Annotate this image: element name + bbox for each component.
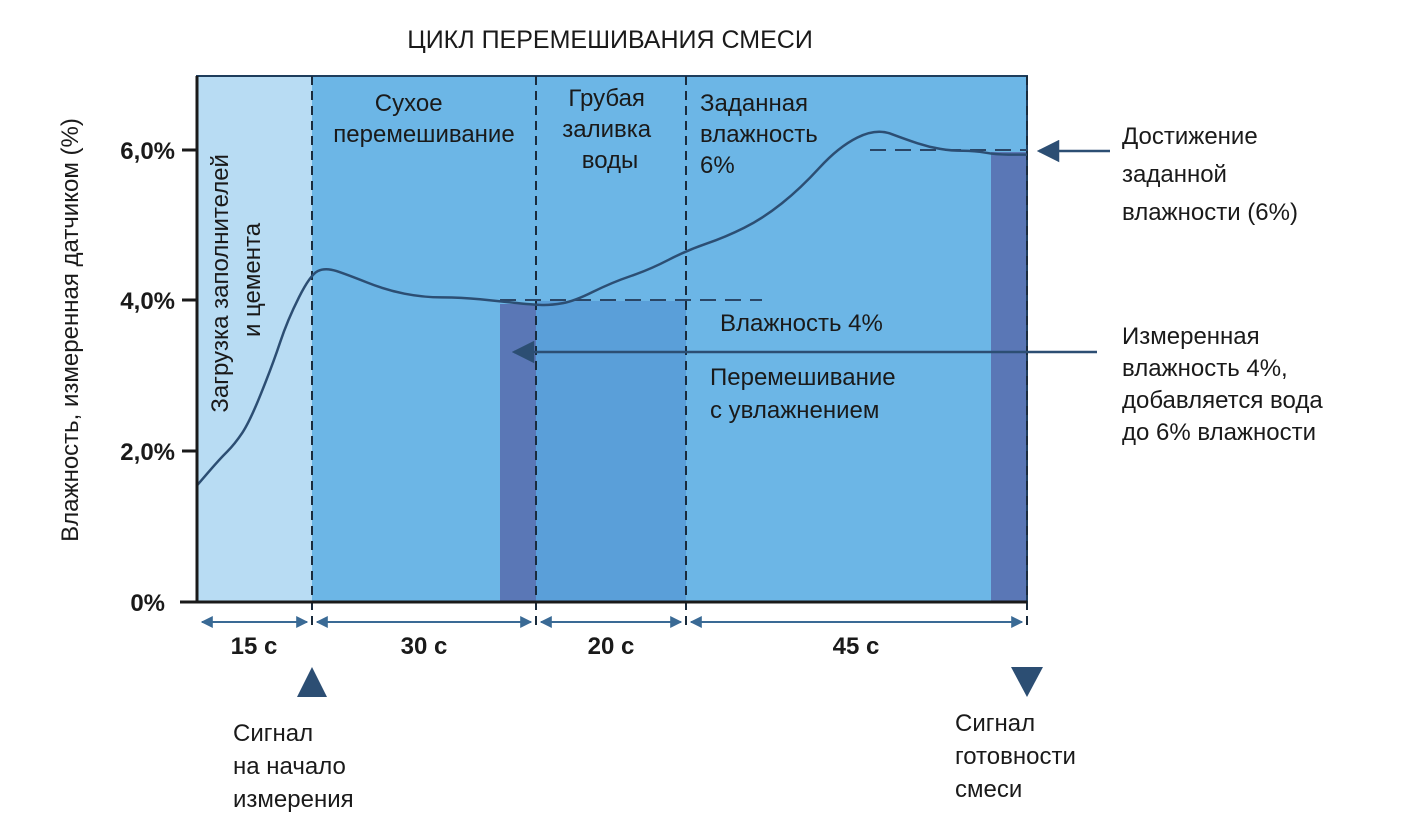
phase-target-bg [686,76,1027,602]
y-tick-label-2: 2,0% [120,439,175,466]
target-note-line-1: Достижение [1122,123,1258,150]
wet-mixing-label: Перемешивание с увлажнением [710,364,902,424]
y-tick-label-4: 4,0% [120,288,175,315]
measured-note-line-4: до 6% влажности [1122,419,1316,446]
y-axis-label: Влажность, измеренная датчиком (%) [57,118,84,542]
phase-water-line-1: Грубая [568,85,645,112]
phase-dry-mixing-label: Сухое перемешивание [333,90,514,148]
phase-water-line-3: воды [582,147,639,174]
duration-label-15: 15 с [231,633,278,660]
measured-moisture-marker [500,304,536,602]
duration-label-20: 20 с [588,633,635,660]
start-signal-line-1: Сигнал [233,720,313,747]
chart-title: ЦИКЛ ПЕРЕМЕШИВАНИЯ СМЕСИ [407,26,813,54]
phase-loading-bg [197,76,312,602]
target-reached-annotation: Достижение заданной влажности (6%) [1122,123,1298,226]
measured-note-line-2: влажность 4%, [1122,355,1288,382]
target-note-line-2: заданной [1122,161,1227,188]
phase-dry-mixing-bg [312,76,536,602]
start-signal-label: Сигнал на начало измерения [233,720,354,813]
moisture-4-label: Влажность 4% [720,310,883,337]
phase-loading-line-2: и цемента [239,222,266,337]
wet-mixing-line-2: с увлажнением [710,397,879,424]
measured-annotation: Измеренная влажность 4%, добавляется вод… [1122,323,1329,446]
target-note-line-3: влажности (6%) [1122,199,1298,226]
start-signal-line-3: измерения [233,786,354,813]
phase-loading-label: Загрузка заполнителей и цемента [207,147,266,412]
wet-mixing-region [536,301,686,602]
start-signal-triangle [297,667,327,697]
ready-signal-triangle [1011,667,1043,697]
y-tick-label-0: 0% [130,590,165,617]
phase-water-fill-label: Грубая заливка воды [562,85,658,174]
moisture-curve [196,130,1027,487]
start-signal-line-2: на начало [233,753,346,780]
ready-signal-line-3: смеси [955,776,1022,803]
phase-target-line-1: Заданная [700,90,808,117]
ready-signal-label: Сигнал готовности смеси [955,710,1083,803]
duration-label-30: 30 с [401,633,448,660]
phase-dry-line-1: Сухое [375,90,443,117]
phase-dry-line-2: перемешивание [333,121,514,148]
measured-note-line-1: Измеренная [1122,323,1260,350]
phase-target-line-2: влажность [700,121,818,148]
wet-mixing-line-1: Перемешивание [710,364,896,391]
ready-signal-line-2: готовности [955,743,1076,770]
phase-loading-line-1: Загрузка заполнителей [207,154,234,413]
phase-target-label: Заданная влажность 6% [700,90,824,179]
y-tick-label-6: 6,0% [120,138,175,165]
phase-target-line-3: 6% [700,152,735,179]
target-reached-marker [991,152,1027,602]
ready-signal-line-1: Сигнал [955,710,1035,737]
phase-water-line-2: заливка [562,116,652,143]
measured-note-line-3: добавляется вода [1122,387,1323,414]
duration-label-45: 45 с [833,633,880,660]
